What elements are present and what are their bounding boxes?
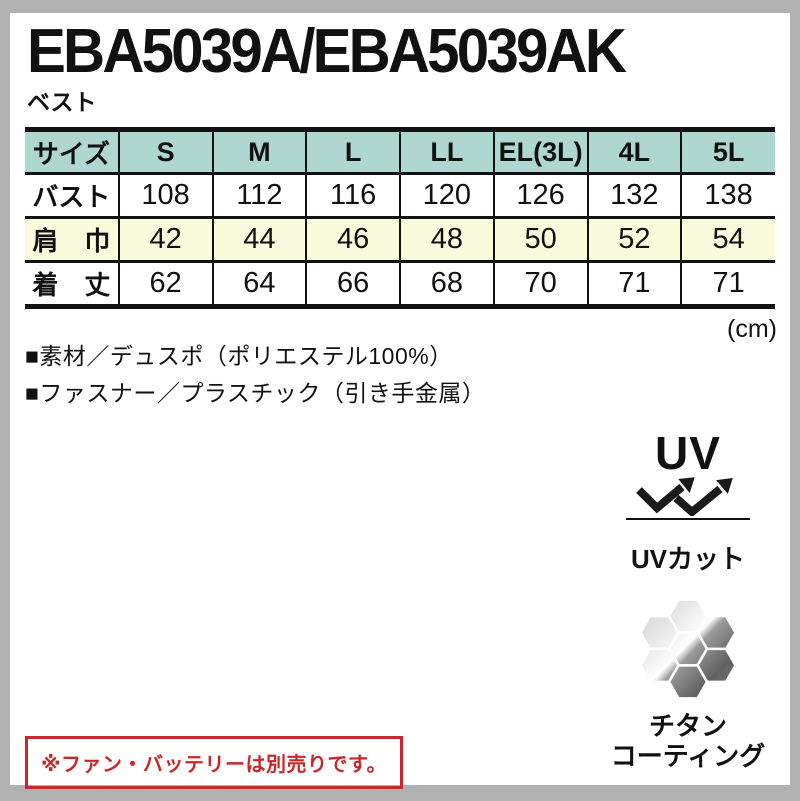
- uv-feature: UV UVカット: [602, 430, 774, 574]
- size-value: 46: [305, 217, 400, 263]
- column-header-ll: LL: [399, 129, 494, 175]
- column-header-size: サイズ: [25, 129, 119, 175]
- spec-fastener: ■ファスナー／プラスチック（引き手金属）: [25, 380, 486, 406]
- size-value: 71: [680, 261, 775, 309]
- table-row-bust: バスト 108 112 116 120 126 132 138: [25, 173, 775, 219]
- uv-text: UV: [655, 427, 721, 479]
- unit-label: (cm): [727, 315, 777, 343]
- column-header-4l: 4L: [586, 129, 682, 175]
- row-label-shoulder: 肩 巾: [25, 217, 119, 263]
- spec-material: ■素材／デュスポ（ポリエステル100%）: [25, 343, 453, 369]
- size-value: 138: [680, 173, 775, 219]
- table-row-length: 着 丈 62 64 66 68 70 71 71: [25, 261, 775, 309]
- size-table-header-row: サイズ S M L LL EL(3L) 4L 5L: [25, 129, 775, 175]
- titanium-coating-label: チタン コーティング: [602, 711, 774, 771]
- product-spec-page: EBA5039A/EBA5039AK ベスト サイズ S M L LL EL(3…: [10, 13, 790, 789]
- column-header-s: S: [117, 129, 213, 175]
- page-title: EBA5039A/EBA5039AK: [27, 17, 627, 86]
- uv-divider: [626, 518, 750, 520]
- row-label-bust: バスト: [25, 173, 119, 219]
- titanium-label-line1: チタン: [648, 711, 727, 741]
- size-value: 112: [211, 173, 307, 219]
- size-value: 62: [117, 261, 213, 309]
- uv-cut-label: UVカット: [630, 544, 746, 574]
- titanium-hexagon-icon: [639, 598, 737, 700]
- footnote-text: ※ファン・バッテリーは別売りです。: [41, 754, 387, 776]
- size-value: 71: [586, 261, 682, 309]
- size-value: 70: [492, 261, 588, 309]
- column-header-el3l: EL(3L): [492, 129, 588, 175]
- size-value: 42: [117, 217, 213, 263]
- column-header-l: L: [305, 129, 400, 175]
- size-value: 44: [211, 217, 307, 263]
- titanium-feature: チタン コーティング: [602, 597, 774, 771]
- size-value: 66: [305, 261, 400, 309]
- size-value: 120: [399, 173, 494, 219]
- uv-arrows-icon: [636, 477, 733, 516]
- size-value: 116: [305, 173, 400, 219]
- size-value: 126: [492, 173, 588, 219]
- size-value: 64: [211, 261, 307, 309]
- titanium-label-line2: コーティング: [610, 741, 766, 771]
- size-value: 132: [586, 173, 682, 219]
- table-row-shoulder: 肩 巾 42 44 46 48 50 52 54: [25, 217, 775, 263]
- product-subtitle: ベスト: [27, 89, 97, 115]
- size-table: サイズ S M L LL EL(3L) 4L 5L バスト 108 112 11…: [25, 127, 775, 309]
- column-header-5l: 5L: [680, 129, 775, 175]
- size-value: 48: [399, 217, 494, 263]
- size-value: 50: [492, 217, 588, 263]
- size-value: 108: [117, 173, 213, 219]
- size-value: 68: [399, 261, 494, 309]
- footnote-box: ※ファン・バッテリーは別売りです。: [25, 736, 403, 789]
- column-header-m: M: [211, 129, 307, 175]
- size-value: 52: [586, 217, 682, 263]
- size-value: 54: [680, 217, 775, 263]
- row-label-length: 着 丈: [25, 261, 119, 309]
